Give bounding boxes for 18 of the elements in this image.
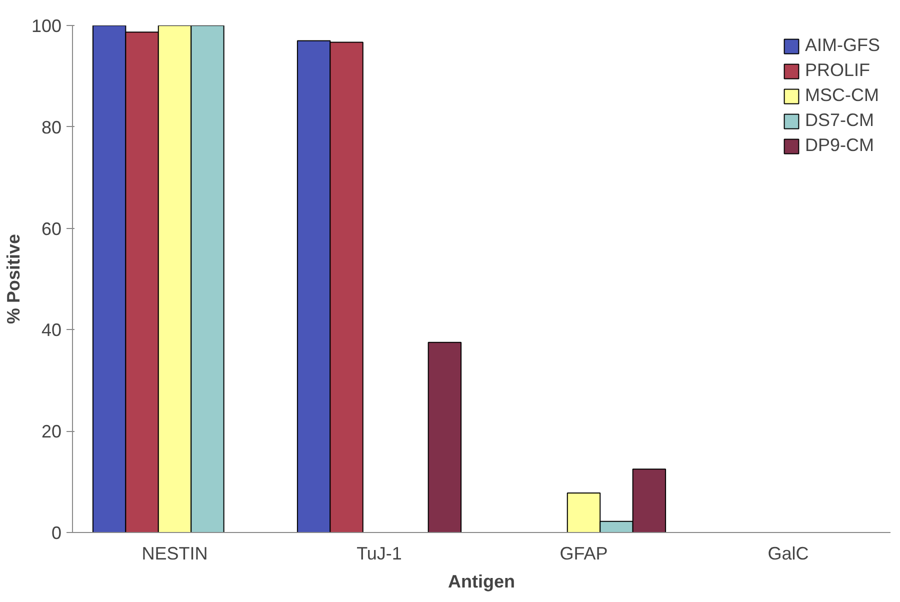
legend-label: DS7-CM xyxy=(805,110,874,131)
legend-label: DP9-CM xyxy=(805,135,874,156)
legend-label: MSC-CM xyxy=(805,85,879,106)
y-tick-label: 60 xyxy=(41,218,62,239)
y-tick-label: 100 xyxy=(31,16,62,36)
bar xyxy=(428,342,462,532)
y-tick-label: 40 xyxy=(41,320,62,340)
y-tick-label: 20 xyxy=(41,422,62,442)
legend-label: PROLIF xyxy=(805,60,870,81)
x-axis-title: Antigen xyxy=(448,572,516,592)
y-axis-title: % Positive xyxy=(3,234,24,324)
x-tick-label: NESTIN xyxy=(142,544,208,564)
x-tick-label: TuJ-1 xyxy=(356,544,402,564)
x-tick-label: GalC xyxy=(768,544,809,564)
y-tick-label: 0 xyxy=(51,523,62,543)
y-tick-label: 80 xyxy=(41,117,62,138)
legend-label: AIM-GFS xyxy=(805,35,880,56)
x-tick-label: GFAP xyxy=(560,544,608,564)
